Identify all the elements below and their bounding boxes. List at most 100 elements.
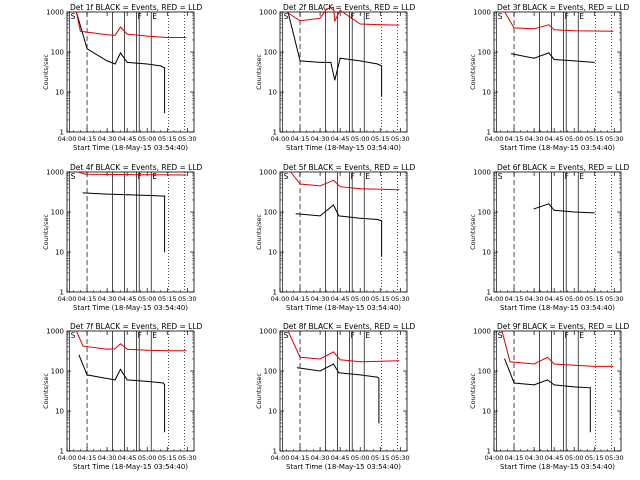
data-point-events [381, 255, 383, 257]
data-point-events [513, 382, 515, 384]
data-point-events [164, 67, 166, 69]
y-tick-label: 100 [478, 368, 491, 376]
x-axis-label: Start Time (18-May-15 03:54:40) [500, 304, 615, 312]
data-point-lld [513, 27, 515, 29]
data-point-events [160, 65, 162, 67]
y-tick-label: 100 [264, 49, 277, 57]
data-point-lld [185, 350, 187, 352]
data-point-lld [332, 351, 334, 353]
y-tick-label: 1000 [473, 9, 491, 17]
x-tick-label: 04:15 [505, 295, 524, 303]
y-axis-label: Counts/sec [469, 214, 477, 250]
data-point-events [533, 57, 535, 59]
x-tick-label: 05:15 [158, 295, 177, 303]
data-point-lld [326, 8, 328, 10]
y-tick-label: 1000 [46, 169, 64, 177]
data-point-lld [146, 174, 148, 176]
event-marker-label: E [365, 331, 370, 340]
data-point-lld [319, 185, 321, 187]
data-point-events [119, 368, 121, 370]
data-point-events [106, 377, 108, 379]
x-tick-label: 04:45 [331, 454, 350, 462]
x-tick-label: 04:00 [58, 135, 77, 143]
x-tick-label: 04:00 [485, 454, 504, 462]
data-point-lld [185, 37, 187, 39]
data-point-events [86, 48, 88, 50]
data-point-events [359, 217, 361, 219]
series-line-events [297, 363, 380, 423]
data-point-lld [299, 20, 301, 22]
data-point-lld [612, 365, 614, 367]
series-line-lld [286, 6, 400, 26]
x-tick-label: 05:30 [391, 454, 410, 462]
data-point-lld [119, 26, 121, 28]
x-axis-label: Start Time (18-May-15 03:54:40) [286, 144, 401, 152]
y-tick-label: 10 [482, 89, 491, 97]
y-tick-label: 10 [268, 249, 277, 257]
x-tick-label: 04:45 [545, 135, 564, 143]
chart-title: Det 9f BLACK = Events, RED = LLD [497, 322, 630, 331]
x-tick-label: 05:15 [585, 295, 604, 303]
x-tick-label: 05:30 [605, 295, 624, 303]
x-axis-label: Start Time (18-May-15 03:54:40) [286, 304, 401, 312]
data-point-lld [82, 345, 84, 347]
data-point-lld [339, 9, 341, 11]
x-tick-label: 04:15 [505, 135, 524, 143]
series-line-lld [501, 330, 613, 367]
x-tick-label: 04:45 [118, 454, 137, 462]
event-marker-label: S [498, 172, 503, 181]
chart-title: Det 2f BLACK = Events, RED = LLD [283, 3, 416, 12]
data-point-events [106, 60, 108, 62]
x-tick-label: 04:15 [78, 295, 97, 303]
event-marker-label: E [152, 12, 157, 21]
data-point-lld [332, 6, 334, 8]
y-tick-label: 1 [60, 448, 64, 456]
data-point-lld [79, 30, 81, 32]
y-tick-label: 1 [487, 289, 491, 297]
data-point-events [533, 208, 535, 210]
data-point-lld [75, 330, 77, 332]
data-point-events [295, 213, 297, 215]
x-tick-label: 05:15 [371, 135, 390, 143]
series-line-events [533, 203, 595, 214]
data-point-lld [126, 174, 128, 176]
data-point-lld [77, 171, 79, 173]
event-marker-label: E [579, 12, 584, 21]
y-tick-label: 1000 [259, 9, 277, 17]
x-tick-label: 04:15 [291, 135, 310, 143]
y-tick-label: 100 [51, 49, 64, 57]
x-tick-label: 04:00 [58, 454, 77, 462]
data-point-lld [106, 348, 108, 350]
y-axis-label: Counts/sec [42, 54, 50, 90]
x-tick-label: 05:30 [391, 295, 410, 303]
data-point-lld [299, 183, 301, 185]
y-tick-label: 100 [478, 49, 491, 57]
data-point-lld [593, 365, 595, 367]
data-point-events [553, 58, 555, 60]
x-axis-label: Start Time (18-May-15 03:54:40) [500, 144, 615, 152]
event-marker-label: E [365, 172, 370, 181]
data-point-lld [185, 174, 187, 176]
y-tick-label: 1000 [46, 9, 64, 17]
data-point-lld [319, 17, 321, 19]
x-tick-label: 04:30 [311, 135, 330, 143]
event-marker-label: E [579, 172, 584, 181]
x-tick-label: 05:30 [391, 135, 410, 143]
data-point-events [378, 422, 380, 424]
x-tick-label: 04:00 [271, 135, 290, 143]
data-point-events [164, 195, 166, 197]
y-tick-label: 10 [55, 249, 64, 257]
x-tick-label: 05:15 [371, 295, 390, 303]
data-point-events [338, 215, 340, 217]
data-point-events [381, 65, 383, 67]
data-point-events [589, 387, 591, 389]
event-marker-label: E [365, 12, 370, 21]
x-tick-label: 04:00 [58, 295, 77, 303]
series-line-events [287, 11, 383, 96]
plot-frame [279, 171, 408, 293]
data-point-events [330, 61, 332, 63]
data-point-lld [286, 11, 288, 13]
series-line-lld [75, 11, 186, 38]
event-marker-label: S [284, 331, 289, 340]
